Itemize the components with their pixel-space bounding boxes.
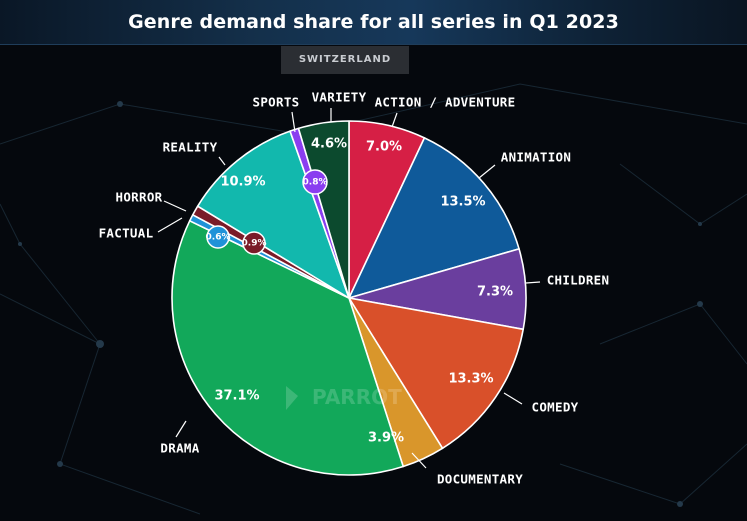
- chart-title: Genre demand share for all series in Q1 …: [128, 11, 619, 33]
- data-label-children: 7.3%: [477, 285, 513, 300]
- bubble-sports: [302, 169, 328, 195]
- category-label-children: CHILDREN: [547, 273, 610, 288]
- slice-comedy: [348, 297, 525, 450]
- data-label-factual: 0.6%: [206, 233, 231, 243]
- category-label-comedy: COMEDY: [532, 400, 579, 415]
- data-label-action-adventure: 7.0%: [366, 140, 402, 155]
- leader-line-sports: [291, 111, 296, 133]
- leader-line-comedy: [503, 392, 523, 405]
- leader-line-animation: [478, 164, 496, 179]
- bubble-factual: [206, 225, 230, 249]
- slice-reality: [196, 130, 350, 299]
- bubble-horror: [242, 231, 266, 255]
- data-label-reality: 10.9%: [220, 175, 265, 190]
- leader-line-horror: [163, 200, 187, 212]
- title-bar: [0, 0, 747, 45]
- category-label-animation: ANIMATION: [501, 150, 571, 165]
- leader-line-factual: [157, 217, 183, 233]
- data-label-comedy: 13.3%: [448, 372, 493, 387]
- watermark-icon: [286, 386, 298, 410]
- slice-animation: [348, 137, 520, 299]
- data-label-animation: 13.5%: [440, 195, 485, 210]
- country-badge: SWITZERLAND: [281, 46, 409, 74]
- category-label-sports: SPORTS: [253, 95, 300, 110]
- data-label-drama: 37.1%: [214, 389, 259, 404]
- category-label-variety: VARIETY: [312, 90, 367, 105]
- data-label-horror: 0.9%: [242, 239, 267, 249]
- category-label-drama: DRAMA: [160, 441, 199, 456]
- leader-line-children: [525, 281, 541, 284]
- data-label-documentary: 3.9%: [368, 431, 404, 446]
- category-label-reality: REALITY: [163, 140, 218, 155]
- category-label-factual: FACTUAL: [99, 226, 154, 241]
- leader-line-drama: [175, 420, 187, 438]
- data-label-variety: 4.6%: [311, 137, 347, 152]
- leader-line-documentary: [411, 452, 427, 469]
- data-label-sports: 0.8%: [303, 178, 328, 188]
- category-label-action-adventure: ACTION / ADVENTURE: [375, 95, 516, 110]
- watermark-text: PARROT: [312, 385, 402, 409]
- slice-drama: [171, 220, 405, 476]
- category-label-horror: HORROR: [116, 190, 163, 205]
- leader-line-reality: [218, 156, 226, 166]
- leader-line-action-adventure: [391, 112, 398, 128]
- slice-variety: [297, 120, 350, 299]
- category-label-documentary: DOCUMENTARY: [437, 472, 523, 487]
